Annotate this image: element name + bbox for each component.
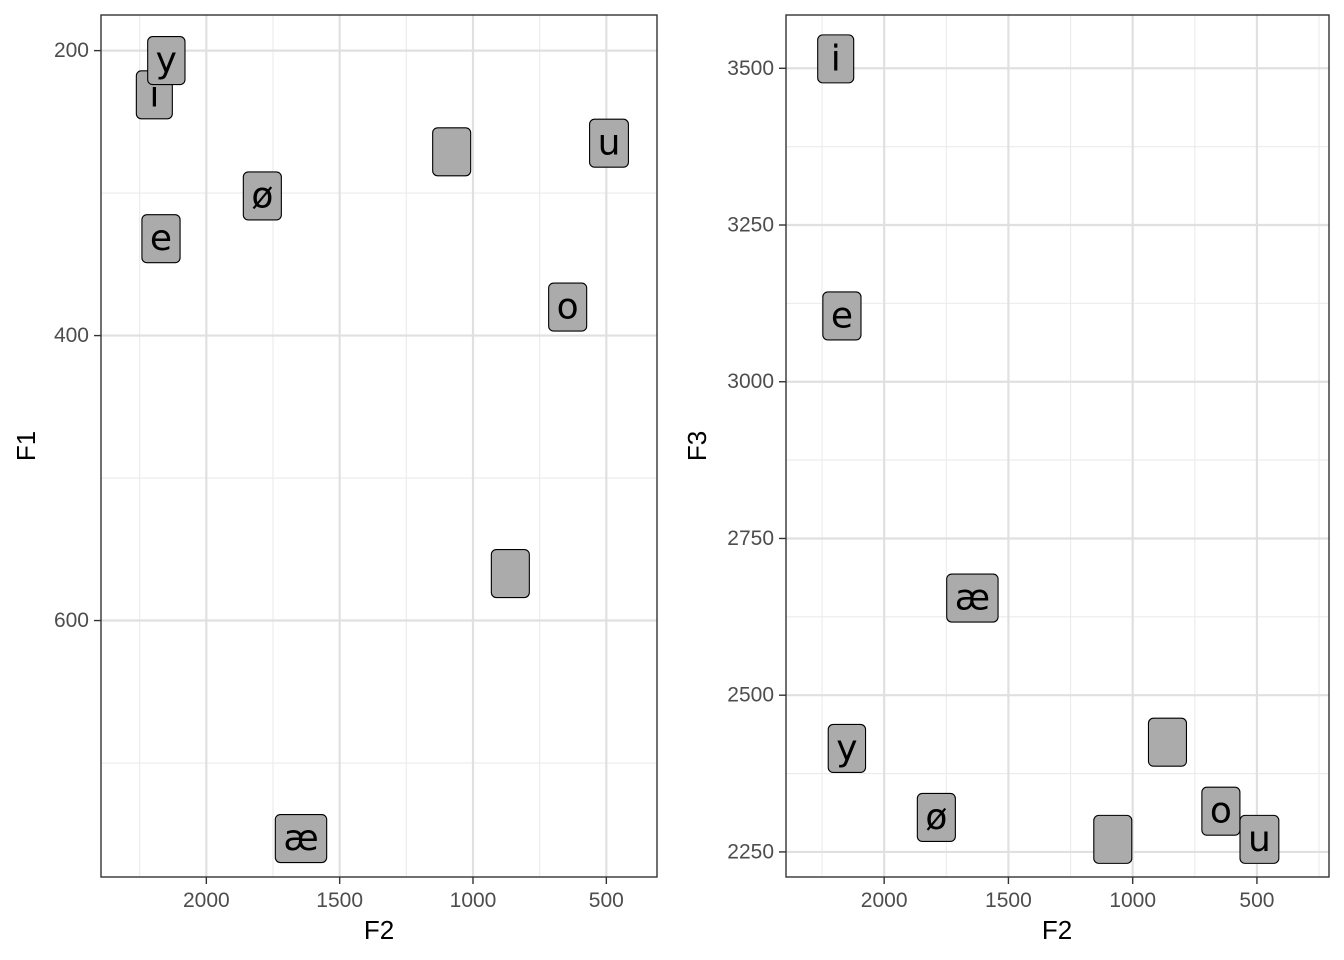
y-tick-label: 3250 [727, 214, 774, 237]
plot-background [101, 15, 657, 877]
point-label-text: e [831, 295, 853, 336]
point-label: ø [916, 792, 956, 842]
point-label-text: y [836, 728, 857, 769]
point-label-box [946, 573, 999, 623]
point-label [1093, 814, 1133, 864]
point-label-box [147, 36, 186, 86]
x-tick-label: 1000 [450, 889, 497, 912]
point-label: æ [946, 573, 999, 623]
point-label-text: e [150, 218, 172, 259]
y-tick-label: 600 [54, 609, 89, 632]
point-label-text: u [1248, 819, 1271, 860]
point-label-box [589, 118, 629, 168]
y-tick-label: 2750 [727, 527, 774, 550]
point-label-text: ø [251, 175, 273, 216]
point-label-box [274, 813, 328, 864]
point-label-box [817, 34, 855, 84]
point-label-box [490, 548, 530, 599]
x-tick-label: 2000 [183, 889, 230, 912]
x-tick-label: 1500 [316, 889, 363, 912]
point-label-text: æ [283, 818, 318, 859]
panel-border [100, 14, 658, 878]
point-label: u [1239, 814, 1280, 864]
point-label-box [1147, 717, 1188, 767]
point-label: u [589, 118, 629, 168]
y-tick-label: 3500 [727, 57, 774, 80]
point-label [1147, 717, 1188, 767]
point-label [490, 548, 530, 599]
point-label-box [916, 792, 956, 842]
point-label-box [1093, 814, 1133, 864]
point-label-box [141, 214, 181, 264]
point-label-text: o [1210, 791, 1232, 832]
point-label-box [822, 291, 862, 341]
y-tick-label: 2250 [727, 840, 774, 863]
x-tick-label: 1000 [1109, 889, 1156, 912]
panel-border [785, 14, 1330, 878]
point-label: y [827, 723, 867, 774]
point-label-box [827, 723, 867, 774]
point-label-text: i [149, 74, 159, 115]
y-axis-title: F1 [11, 431, 41, 461]
point-label: o [1201, 786, 1241, 836]
point-label-box [1239, 814, 1280, 864]
x-tick-label: 2000 [861, 889, 908, 912]
y-tick-label: 3000 [727, 370, 774, 393]
point-label: y [147, 36, 186, 86]
x-tick-label: 1500 [985, 889, 1032, 912]
point-label-text: y [156, 40, 177, 81]
y-axis-title: F3 [682, 431, 712, 461]
panel-f3-vs-f2: i e æ y ø ou 2000 1500 1000 500 2250 2500 2750 3000 32… [682, 14, 1330, 945]
y-tick-label: 2500 [727, 684, 774, 707]
panel-f1-vs-f2: iy e ø æ u o 2000 1500 1000 500 200 400 600 F2 F1 [11, 14, 658, 945]
point-label: o [548, 282, 588, 332]
point-label-box [432, 127, 472, 177]
y-tick-label: 200 [54, 39, 89, 62]
plot-background [786, 15, 1329, 877]
point-label-text: u [598, 123, 621, 164]
point-label: æ [274, 813, 328, 864]
x-axis-title: F2 [1042, 915, 1072, 945]
x-tick-label: 500 [589, 889, 624, 912]
point-label-box [548, 282, 588, 332]
point-label-box [242, 171, 282, 221]
point-label: ø [242, 171, 282, 221]
point-label-text: ø [925, 797, 947, 838]
point-label-text: i [831, 38, 841, 79]
point-label: e [822, 291, 862, 341]
point-label-text: o [557, 287, 579, 328]
point-label [432, 127, 472, 177]
y-tick-label: 400 [54, 324, 89, 347]
point-label: e [141, 214, 181, 264]
point-label-text: æ [955, 578, 990, 619]
point-label-box [1201, 786, 1241, 836]
point-label: i [817, 34, 855, 84]
x-axis-title: F2 [364, 915, 394, 945]
x-tick-label: 500 [1239, 889, 1274, 912]
